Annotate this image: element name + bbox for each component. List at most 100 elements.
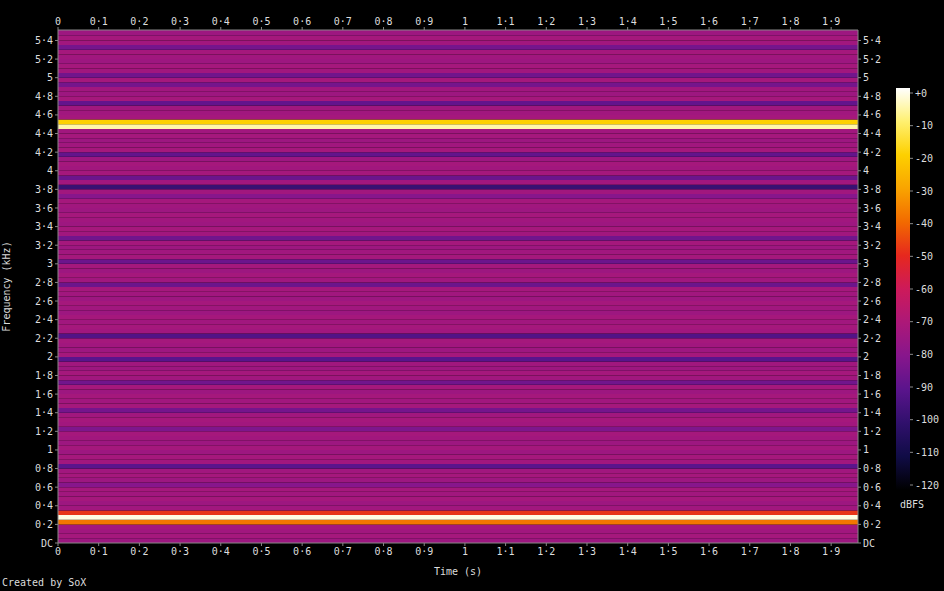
svg-text:DC: DC	[41, 538, 53, 549]
svg-text:-80: -80	[915, 349, 933, 360]
svg-text:0·6: 0·6	[35, 482, 53, 493]
svg-text:1·4: 1·4	[619, 16, 637, 27]
svg-text:2: 2	[863, 351, 869, 362]
svg-text:0·2: 0·2	[130, 546, 148, 557]
svg-text:1·4: 1·4	[863, 407, 881, 418]
svg-text:0: 0	[55, 546, 61, 557]
svg-text:0·8: 0·8	[375, 546, 393, 557]
svg-text:1·5: 1·5	[659, 16, 677, 27]
svg-text:-50: -50	[915, 251, 933, 262]
svg-text:-10: -10	[915, 120, 933, 131]
svg-text:2·6: 2·6	[863, 296, 881, 307]
svg-text:0·4: 0·4	[212, 546, 230, 557]
svg-text:-20: -20	[915, 153, 933, 164]
svg-text:0·2: 0·2	[130, 16, 148, 27]
svg-text:4·4: 4·4	[35, 128, 53, 139]
svg-text:2·2: 2·2	[863, 333, 881, 344]
svg-text:0·4: 0·4	[35, 500, 53, 511]
svg-text:3·8: 3·8	[35, 184, 53, 195]
svg-text:0·2: 0·2	[863, 519, 881, 530]
svg-text:0·1: 0·1	[90, 16, 108, 27]
svg-text:3·2: 3·2	[863, 240, 881, 251]
svg-text:4: 4	[863, 165, 869, 176]
svg-text:3·6: 3·6	[863, 203, 881, 214]
svg-text:1·2: 1·2	[863, 426, 881, 437]
svg-text:5: 5	[863, 72, 869, 83]
svg-text:1: 1	[863, 444, 869, 455]
svg-text:1·1: 1·1	[497, 546, 515, 557]
svg-text:3·8: 3·8	[863, 184, 881, 195]
svg-text:Time (s): Time (s)	[434, 566, 482, 577]
svg-text:0·4: 0·4	[212, 16, 230, 27]
svg-text:+0: +0	[915, 88, 927, 99]
svg-text:2·6: 2·6	[35, 296, 53, 307]
svg-text:2·4: 2·4	[863, 314, 881, 325]
svg-text:-110: -110	[915, 447, 939, 458]
svg-text:1: 1	[462, 546, 468, 557]
svg-text:0: 0	[55, 16, 61, 27]
svg-text:1·6: 1·6	[35, 389, 53, 400]
svg-text:Frequency (kHz): Frequency (kHz)	[1, 241, 12, 331]
svg-text:1·1: 1·1	[497, 16, 515, 27]
svg-text:0·8: 0·8	[375, 16, 393, 27]
svg-text:1·7: 1·7	[741, 546, 759, 557]
svg-text:1·4: 1·4	[619, 546, 637, 557]
svg-text:Created by SoX: Created by SoX	[2, 577, 86, 588]
svg-text:2: 2	[47, 351, 53, 362]
svg-text:-60: -60	[915, 284, 933, 295]
svg-text:4·2: 4·2	[863, 147, 881, 158]
svg-text:2·2: 2·2	[35, 333, 53, 344]
svg-text:1·3: 1·3	[578, 546, 596, 557]
svg-text:4·2: 4·2	[35, 147, 53, 158]
svg-text:1·8: 1·8	[781, 546, 799, 557]
svg-text:1·5: 1·5	[659, 546, 677, 557]
svg-text:0·9: 0·9	[415, 546, 433, 557]
svg-text:1·4: 1·4	[35, 407, 53, 418]
svg-text:1·2: 1·2	[537, 546, 555, 557]
svg-text:4·6: 4·6	[863, 109, 881, 120]
svg-text:-90: -90	[915, 382, 933, 393]
svg-text:5·4: 5·4	[35, 35, 53, 46]
svg-text:1·8: 1·8	[781, 16, 799, 27]
svg-text:2·8: 2·8	[863, 277, 881, 288]
svg-text:1·8: 1·8	[35, 370, 53, 381]
svg-text:4: 4	[47, 165, 53, 176]
svg-text:2·4: 2·4	[35, 314, 53, 325]
svg-text:0·9: 0·9	[415, 16, 433, 27]
svg-text:0·6: 0·6	[293, 16, 311, 27]
svg-text:dBFS: dBFS	[900, 499, 924, 510]
svg-text:0·3: 0·3	[171, 16, 189, 27]
svg-text:5·2: 5·2	[35, 54, 53, 65]
svg-text:0·1: 0·1	[90, 546, 108, 557]
svg-text:3·4: 3·4	[35, 221, 53, 232]
svg-text:1·8: 1·8	[863, 370, 881, 381]
svg-text:4·4: 4·4	[863, 128, 881, 139]
svg-text:0·8: 0·8	[35, 463, 53, 474]
svg-text:5·4: 5·4	[863, 35, 881, 46]
svg-text:5: 5	[47, 72, 53, 83]
svg-text:5·2: 5·2	[863, 54, 881, 65]
svg-text:4·8: 4·8	[863, 91, 881, 102]
svg-text:0·4: 0·4	[863, 500, 881, 511]
svg-text:1·7: 1·7	[741, 16, 759, 27]
svg-text:1: 1	[47, 444, 53, 455]
svg-text:3: 3	[863, 258, 869, 269]
svg-text:0·7: 0·7	[334, 16, 352, 27]
svg-text:0·6: 0·6	[293, 546, 311, 557]
svg-text:-120: -120	[915, 480, 939, 491]
svg-text:0·2: 0·2	[35, 519, 53, 530]
svg-text:3·4: 3·4	[863, 221, 881, 232]
svg-text:0·6: 0·6	[863, 482, 881, 493]
svg-text:4·8: 4·8	[35, 91, 53, 102]
svg-text:1: 1	[462, 16, 468, 27]
svg-text:0·5: 0·5	[252, 16, 270, 27]
svg-text:1·9: 1·9	[822, 546, 840, 557]
svg-text:1·3: 1·3	[578, 16, 596, 27]
svg-text:1·6: 1·6	[863, 389, 881, 400]
svg-text:DC: DC	[863, 538, 875, 549]
svg-text:-70: -70	[915, 316, 933, 327]
svg-text:-30: -30	[915, 186, 933, 197]
svg-text:1·6: 1·6	[700, 546, 718, 557]
svg-text:3·2: 3·2	[35, 240, 53, 251]
svg-text:4·6: 4·6	[35, 109, 53, 120]
